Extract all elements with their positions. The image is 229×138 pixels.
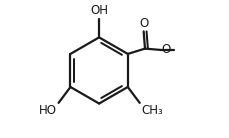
Text: OH: OH xyxy=(90,4,108,17)
Text: CH₃: CH₃ xyxy=(140,104,162,117)
Text: HO: HO xyxy=(39,104,57,117)
Text: O: O xyxy=(161,43,170,56)
Text: O: O xyxy=(139,17,148,30)
